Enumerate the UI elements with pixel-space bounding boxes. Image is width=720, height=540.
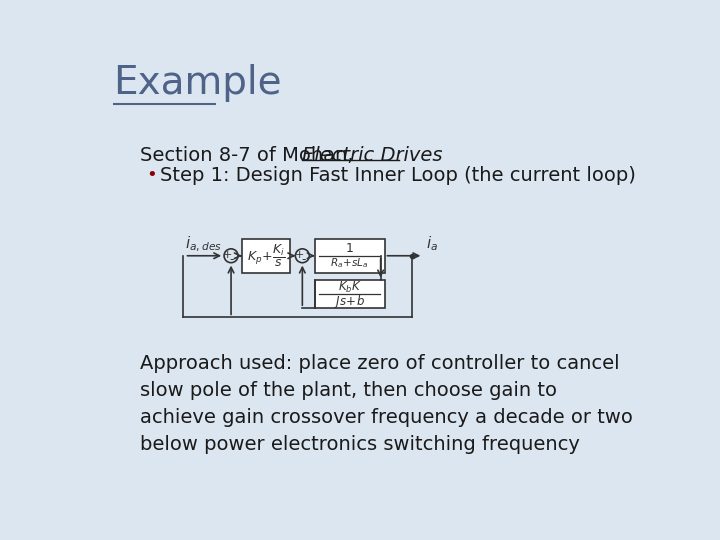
Text: $K_p\!+\!\dfrac{K_i}{s}$: $K_p\!+\!\dfrac{K_i}{s}$: [247, 243, 285, 269]
Text: Section 8-7 of Mohan,: Section 8-7 of Mohan,: [140, 146, 360, 165]
Text: $K_b K$: $K_b K$: [338, 280, 361, 295]
FancyBboxPatch shape: [315, 280, 384, 308]
Text: -: -: [302, 253, 306, 266]
Text: •: •: [145, 166, 156, 184]
Text: Example: Example: [113, 64, 282, 102]
Text: $i_{a,des}$: $i_{a,des}$: [184, 234, 222, 253]
Text: $i_a$: $i_a$: [426, 234, 438, 253]
FancyBboxPatch shape: [242, 239, 290, 273]
Text: Approach used: place zero of controller to cancel
slow pole of the plant, then c: Approach used: place zero of controller …: [140, 354, 634, 454]
Text: -: -: [230, 253, 234, 266]
Text: Step 1: Design Fast Inner Loop (the current loop): Step 1: Design Fast Inner Loop (the curr…: [160, 166, 636, 185]
Text: Electric Drives: Electric Drives: [302, 146, 442, 165]
FancyBboxPatch shape: [315, 239, 384, 273]
Text: $R_a\!+\!sL_a$: $R_a\!+\!sL_a$: [330, 256, 369, 271]
Text: $1$: $1$: [346, 242, 354, 255]
Text: $Js\!+\!b$: $Js\!+\!b$: [334, 293, 365, 310]
Text: +: +: [222, 250, 232, 260]
Text: +: +: [294, 250, 304, 260]
